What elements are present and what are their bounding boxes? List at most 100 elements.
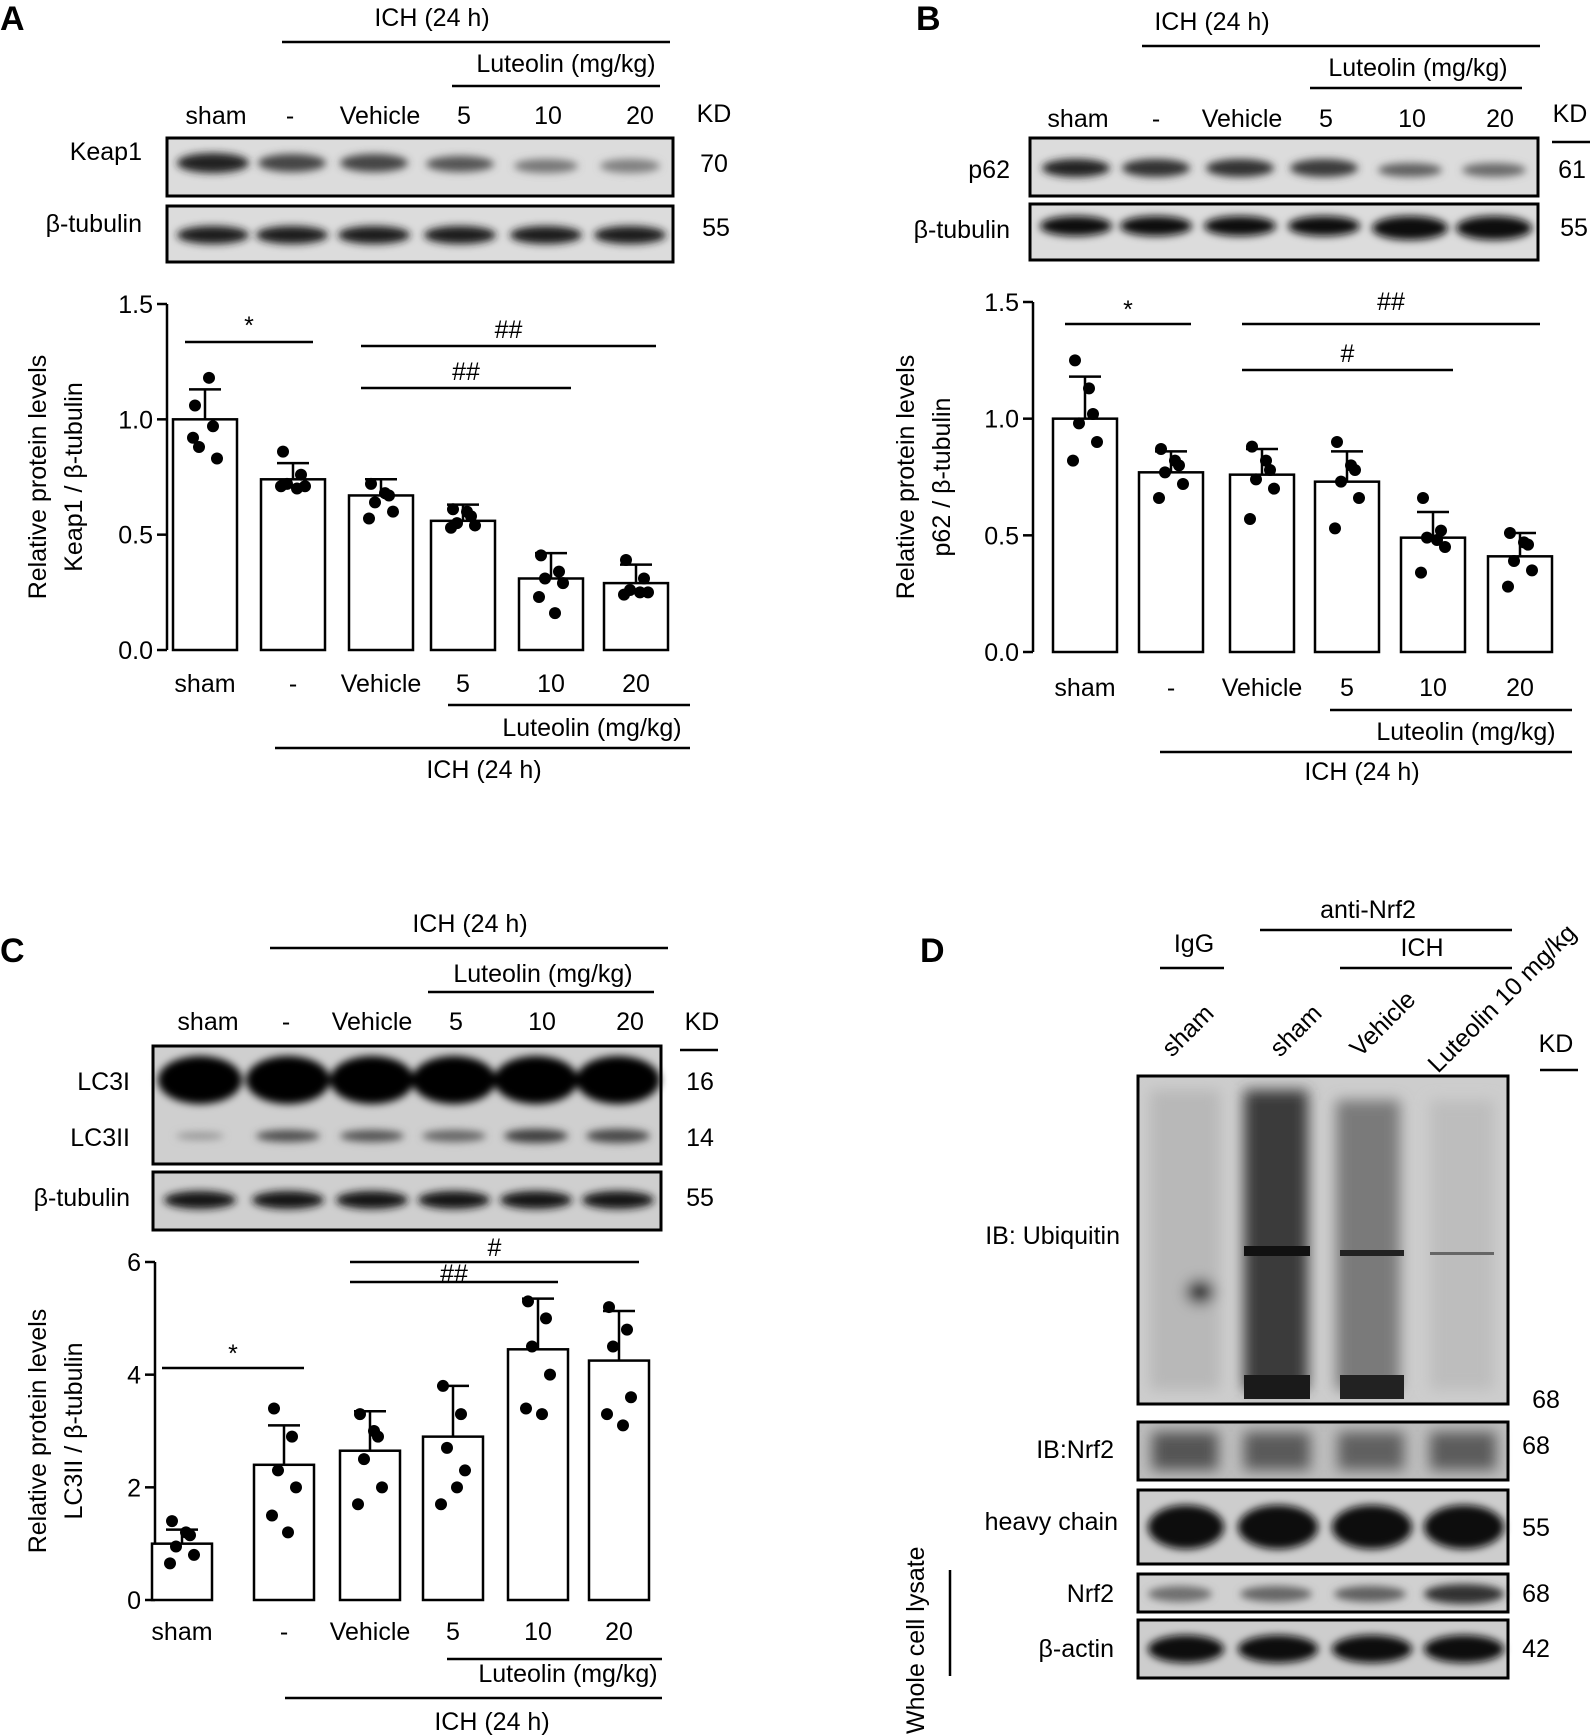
blot-band [1424,1505,1504,1549]
lane-label: Vehicle [332,1008,413,1036]
blot-band [500,1191,572,1209]
blot-band [256,1130,320,1142]
blot-band [504,1129,568,1143]
blot-row-label: IB:Nrf2 [1036,1436,1114,1464]
blot-band [1462,163,1526,177]
anti-nrf2-label: anti-Nrf2 [1320,896,1416,924]
lane-label: 10 [534,102,562,130]
data-point [1260,454,1272,467]
data-point [1073,417,1085,430]
x-category-label: Vehicle [330,1618,411,1646]
data-point [603,1301,615,1314]
data-point [1335,475,1347,488]
blot-row-label: heavy chain [985,1508,1118,1536]
blot-band [330,1056,414,1104]
data-point [1153,492,1165,504]
blot-band [1148,1586,1212,1602]
data-point [625,1391,637,1404]
data-point [193,441,205,454]
data-point [164,1557,176,1570]
blot-band [418,1191,490,1209]
x-category-label: - [289,670,297,698]
blot-band [256,226,328,244]
blot-band [1148,1635,1224,1663]
blot-kd: 16 [686,1068,714,1096]
significance-label: # [488,1234,502,1262]
data-point [620,554,632,567]
luteolin-label: Luteolin (mg/kg) [476,50,655,78]
data-point [601,1408,613,1421]
blot-row-label: p62 [968,156,1010,184]
chart-footer: Luteolin (mg/kg) ICH (24 h) [1160,708,1572,786]
data-point [437,1379,449,1392]
blot-band [1244,1432,1310,1470]
blot-band [1288,216,1360,236]
blot-band [412,1056,496,1104]
bar-chart-keap1: 0.0 0.5 1.0 1.5 Relative protein levels Keap1… [24,291,670,698]
luteolin-label: Luteolin (mg/kg) [478,1660,657,1688]
panel-c: C ICH (24 h) Luteolin (mg/kg) sham - Veh… [0,910,719,1736]
data-point [1431,534,1443,546]
blot-band [1040,216,1112,236]
x-category-label: Vehicle [1222,674,1303,702]
data-point [544,1368,556,1381]
blot-header: ICH (24 h) Luteolin (mg/kg) sham - Vehic… [177,910,719,1052]
bar [338,1449,402,1602]
y-tick-label: 6 [127,1249,141,1277]
data-point [1439,541,1451,553]
data-point [1504,527,1516,539]
blot-row-keap1: Keap1 70 [70,136,728,198]
data-point [549,607,561,620]
data-point [211,452,223,465]
lane-label: 5 [1319,105,1333,133]
panel-a: A ICH (24 h) Luteolin (mg/kg) sham - Veh… [0,0,731,784]
blot-kd: 14 [686,1124,714,1152]
lane-label: 10 [528,1008,556,1036]
blot-band [426,156,494,172]
lane-label: Vehicle [340,102,421,130]
data-point [1246,440,1258,453]
smear [1336,1100,1400,1390]
blot-kd: 55 [1560,214,1588,242]
data-point [1268,482,1280,495]
data-point [445,521,457,534]
blot-band [422,1130,486,1142]
bar [171,418,239,652]
bar [421,1435,485,1602]
blot-band [1122,159,1190,177]
ich-label: ICH (24 h) [412,910,527,938]
blot-row-label: β-tubulin [34,1184,130,1212]
data-point [363,512,375,525]
x-category-label: - [1167,674,1175,702]
bar [506,1348,570,1602]
blot-band [340,154,408,172]
blot-band [510,226,582,244]
ich-label: ICH [1400,934,1443,962]
blot-band [1120,216,1192,236]
lane-label: - [1152,105,1160,133]
blot-band [582,1191,654,1209]
data-point [188,1548,200,1561]
blot-row-label: Nrf2 [1067,1580,1114,1608]
blot-band [177,153,249,173]
data-point [557,577,569,590]
y-axis-label: Keap1 / β-tubulin [60,382,88,572]
data-point [533,590,545,603]
blot-band [338,226,410,244]
blot-band [1340,1375,1404,1399]
blot-row-tubulin: β-tubulin 55 [46,204,730,264]
data-point [275,480,287,493]
luteolin-label: Luteolin (mg/kg) [453,960,632,988]
igg-label: IgG [1174,930,1214,958]
blot-band [1424,1584,1504,1604]
significance-label: * [244,312,254,340]
blot-kd: 55 [1522,1514,1550,1542]
blot-band [164,1191,236,1209]
significance-label: * [228,1340,238,1368]
panel-d: D IgG anti-Nrf2 ICH sham sham Vehicle Lu… [902,896,1582,1734]
bar [1051,417,1119,654]
blot-kd: 68 [1522,1432,1550,1460]
bar [1399,536,1467,654]
lane-label: 20 [626,102,654,130]
bar-chart-p62: 0.0 0.5 1.0 1.5 Relative protein levels p62 /… [892,288,1554,702]
